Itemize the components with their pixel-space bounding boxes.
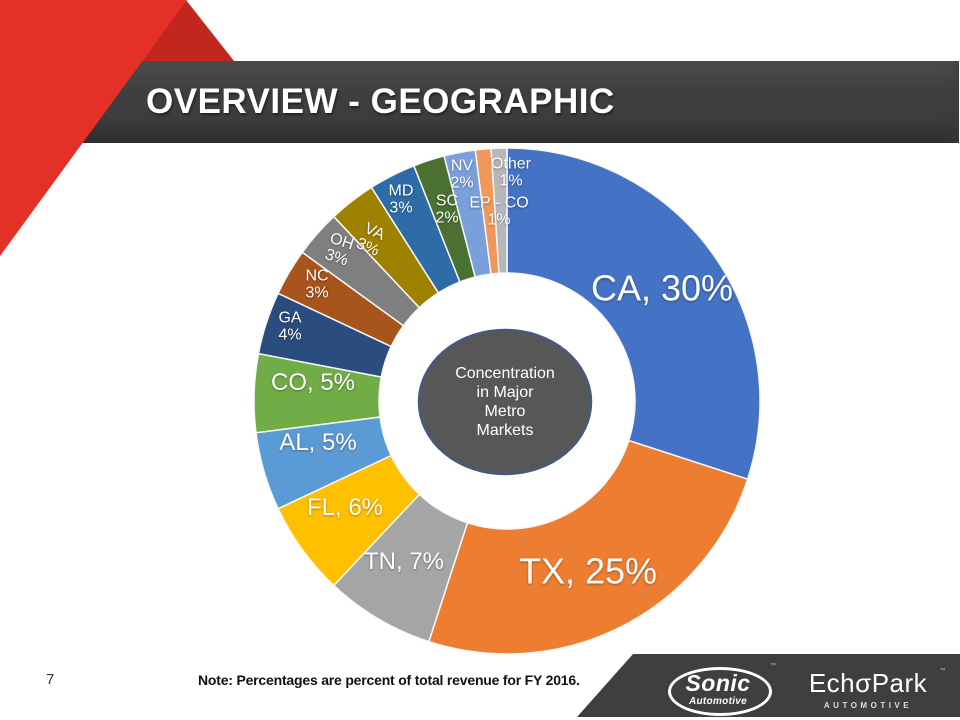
center-circle <box>417 328 593 476</box>
donut-slices <box>253 147 761 655</box>
echopark-automotive-logo: EchσPark ™ AUTOMOTIVE <box>796 668 946 710</box>
echopark-logo-text: EchσPark <box>808 668 928 698</box>
page-title: OVERVIEW - GEOGRAPHIC <box>146 82 615 121</box>
sonic-automotive-logo: Sonic Automotive ™ <box>666 663 776 716</box>
sonic-logo-sub: Automotive <box>689 696 747 707</box>
sonic-logo-oval <box>668 667 772 716</box>
footnote: Note: Percentages are percent of total r… <box>198 672 580 688</box>
sonic-logo-name: Sonic <box>685 670 751 696</box>
echopark-logo-name: EchσPark ™ <box>796 668 946 699</box>
pie-slice-other <box>490 147 508 275</box>
title-bar: OVERVIEW - GEOGRAPHIC <box>70 61 959 143</box>
pie-slice-tx <box>427 439 749 655</box>
page-number: 7 <box>46 671 55 688</box>
echopark-logo-sub: AUTOMOTIVE <box>823 701 913 710</box>
echopark-trademark: ™ <box>939 668 946 674</box>
sonic-trademark: ™ <box>770 663 776 669</box>
pie-slice-ca <box>506 147 761 481</box>
